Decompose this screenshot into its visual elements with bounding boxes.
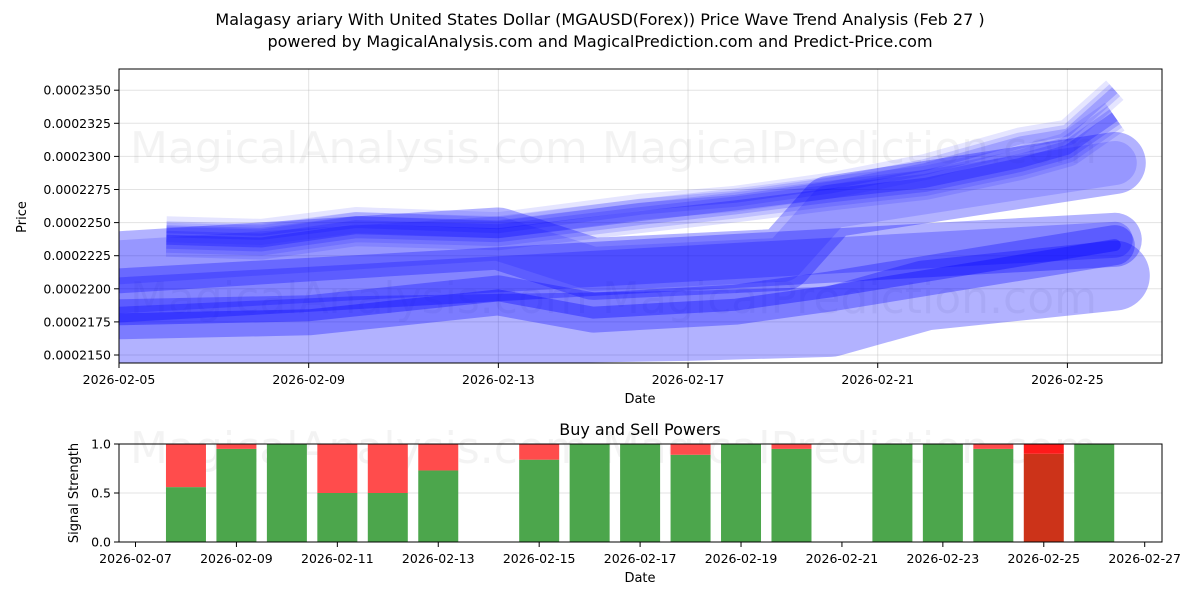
buy-bar: [973, 448, 1014, 542]
watermark-prediction: MagicalPrediction.com: [602, 123, 1097, 174]
buy-bar: [165, 487, 206, 542]
chart-subtitle: powered by MagicalAnalysis.com and Magic…: [267, 32, 933, 51]
x-tick-label: 2026-02-07: [99, 551, 172, 566]
sub-y-label: Signal Strength: [67, 443, 82, 543]
sub-x-label: Date: [624, 571, 655, 586]
buy-bar: [721, 444, 762, 542]
wave-wave-band-1: [119, 141, 1137, 291]
buy-bar: [216, 448, 257, 542]
wave-wave-band-2: [119, 221, 1133, 314]
x-tick-label: 2026-02-11: [301, 551, 374, 566]
buy-bar: [519, 459, 560, 542]
buy-bar: [1023, 453, 1064, 542]
watermark-prediction: MagicalPrediction.com: [602, 273, 1097, 324]
main-watermarks: MagicalAnalysis.com MagicalPrediction.co…: [130, 123, 1097, 324]
x-tick-label: 2026-02-09: [272, 372, 345, 387]
buy-bar: [317, 493, 358, 542]
buy-bar: [922, 444, 963, 542]
sell-bar: [771, 444, 812, 449]
sub-axes: 0.0 0.5 1.0 2026-02-07 2026-02-09 2026-02-11 2…: [91, 437, 1181, 567]
wave-wave-upper-high: [166, 84, 1121, 240]
y-tick-label: 0.0: [91, 535, 111, 550]
y-tick-label: 0.0002150: [43, 348, 111, 363]
x-tick-label: 2026-02-05: [83, 372, 156, 387]
wave-wave-upper-main: [166, 106, 1123, 256]
x-tick-label: 2026-02-21: [806, 551, 879, 566]
wave-wave-upper-high: [166, 80, 1124, 245]
wave-wave-upper-high: [166, 87, 1118, 236]
x-tick-label: 2026-02-21: [841, 372, 914, 387]
y-tick-label: 0.0002300: [43, 149, 111, 164]
x-tick-label: 2026-02-13: [462, 372, 535, 387]
sell-bar: [418, 444, 459, 471]
y-tick-label: 0.0002175: [43, 314, 111, 329]
buy-bar: [418, 470, 459, 542]
wave-wave-band-4: [119, 240, 1150, 363]
buy-bar: [367, 493, 408, 542]
sell-bar: [973, 444, 1014, 449]
buy-bar: [569, 444, 610, 542]
x-tick-label: 2026-02-09: [200, 551, 273, 566]
wave-wave-band-2: [119, 212, 1142, 323]
main-y-label: Price: [15, 201, 30, 233]
sell-bar: [519, 444, 560, 460]
sell-bar: [367, 444, 408, 493]
y-tick-label: 0.0002225: [43, 248, 111, 263]
buy-bar: [620, 444, 661, 542]
y-tick-label: 1.0: [91, 437, 111, 452]
buy-sell-bars: [165, 444, 1115, 542]
watermark-analysis: MagicalAnalysis.com: [130, 123, 588, 174]
x-tick-label: 2026-02-13: [402, 551, 475, 566]
watermark-analysis: MagicalAnalysis.com: [130, 423, 588, 474]
sell-bar: [670, 444, 711, 455]
sub-watermarks: MagicalAnalysis.com MagicalPrediction.co…: [130, 423, 1097, 474]
wave-wave-band-3: [119, 239, 1121, 326]
buy-bar: [266, 444, 307, 542]
watermark-analysis: MagicalAnalysis.com: [130, 273, 588, 324]
main-x-label: Date: [624, 392, 655, 407]
main-axes: 2026-02-05 2026-02-09 2026-02-13 2026-02-17…: [43, 83, 1103, 387]
y-tick-label: 0.5: [91, 486, 111, 501]
wave-wave-upper-main: [166, 112, 1118, 248]
chart-title: Malagasy ariary With United States Dolla…: [215, 10, 985, 29]
wave-wave-band-1: [119, 132, 1146, 300]
x-tick-label: 2026-02-17: [652, 372, 725, 387]
main-plot-frame: [118, 68, 1163, 364]
sell-bar: [317, 444, 358, 493]
sell-bar: [165, 444, 206, 488]
x-tick-label: 2026-02-27: [1108, 551, 1181, 566]
x-tick-label: 2026-02-19: [705, 551, 778, 566]
buy-bar: [670, 454, 711, 542]
x-tick-label: 2026-02-17: [604, 551, 677, 566]
wave-wave-band-3: [119, 225, 1135, 340]
sell-bar: [216, 444, 257, 449]
y-tick-label: 0.0002250: [43, 215, 111, 230]
sell-bar: [1023, 444, 1064, 454]
y-tick-label: 0.0002350: [43, 83, 111, 98]
x-tick-label: 2026-02-23: [907, 551, 980, 566]
buy-bar: [771, 448, 812, 542]
y-tick-label: 0.0002325: [43, 116, 111, 131]
wave-wave-upper-main: [166, 109, 1120, 252]
sub-chart-title: Buy and Sell Powers: [559, 420, 721, 439]
wave-wave-upper-main: [165, 102, 1125, 260]
y-tick-label: 0.0002275: [43, 182, 111, 197]
main-grid: [118, 69, 1162, 363]
x-tick-label: 2026-02-25: [1031, 372, 1104, 387]
x-tick-label: 2026-02-15: [503, 551, 576, 566]
buy-bar: [1074, 444, 1115, 542]
buy-bar: [872, 444, 913, 542]
x-tick-label: 2026-02-25: [1007, 551, 1080, 566]
y-tick-label: 0.0002200: [43, 281, 111, 296]
price-waves: [119, 80, 1150, 363]
